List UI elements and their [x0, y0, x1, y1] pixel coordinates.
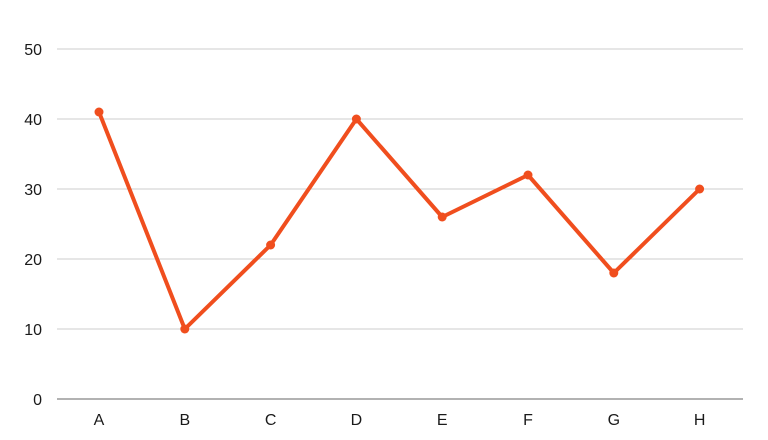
x-tick-label: F — [523, 412, 533, 429]
y-tick-label: 20 — [24, 252, 42, 269]
y-tick-label: 10 — [24, 322, 42, 339]
series-layer — [94, 107, 705, 334]
y-axis-tick-labels: 0 10 20 30 40 50 — [24, 42, 42, 409]
y-tick-label: 30 — [24, 182, 42, 199]
x-axis-tick-labels: A B C D E F G H — [94, 412, 706, 429]
x-tick-label: B — [179, 412, 190, 429]
y-tick-label: 40 — [24, 112, 42, 129]
data-point-H — [695, 184, 705, 194]
y-tick-label: 0 — [33, 392, 42, 409]
x-tick-label: G — [608, 412, 620, 429]
data-point-F — [523, 170, 533, 180]
series-line — [97, 110, 702, 331]
data-point-B — [180, 324, 190, 334]
x-tick-label: H — [694, 412, 706, 429]
data-point-G — [609, 268, 619, 278]
data-point-C — [266, 240, 276, 250]
gridlines — [57, 48, 743, 330]
y-tick-label: 50 — [24, 42, 42, 59]
x-tick-label: A — [94, 412, 105, 429]
x-tick-label: E — [437, 412, 448, 429]
x-tick-label: D — [351, 412, 363, 429]
x-tick-label: C — [265, 412, 277, 429]
data-point-D — [351, 114, 361, 124]
data-point-E — [437, 212, 447, 222]
data-point-A — [94, 107, 104, 117]
